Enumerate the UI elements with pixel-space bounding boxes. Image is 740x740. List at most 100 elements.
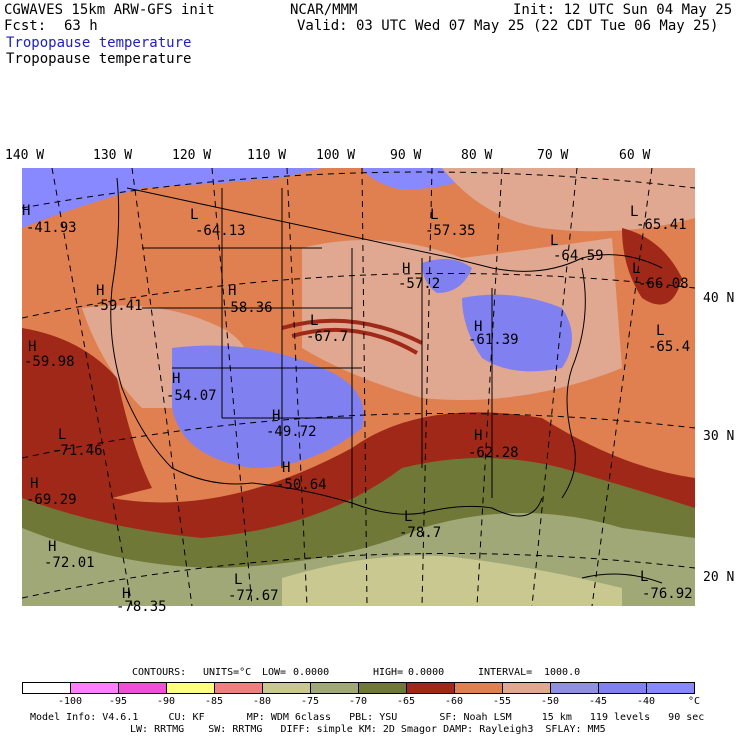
center-label: L <box>190 207 199 223</box>
colorbar-swatch <box>119 683 167 693</box>
center-value: -72.01 <box>44 555 95 571</box>
colorbar-tick: -60 <box>444 696 464 707</box>
center-value: -67.7 <box>306 329 349 345</box>
center-label: H <box>28 339 37 355</box>
colorbar-tick: -100 <box>57 696 83 707</box>
header-fcst-label: Fcst: <box>4 18 47 34</box>
center-label: L <box>630 204 639 220</box>
center-label: H <box>402 261 411 277</box>
colorbar-swatch <box>551 683 599 693</box>
center-value: -41.93 <box>26 220 77 236</box>
center-value: -76.92 <box>642 586 693 602</box>
center-label: H <box>228 283 237 299</box>
longitude-label: 100 W <box>316 148 356 163</box>
center-value: -64.59 <box>553 248 604 264</box>
center-value: -50.64 <box>276 477 327 493</box>
footer-physics: LW: RRTMG SW: RRTMG DIFF: simple KM: 2D … <box>130 724 606 735</box>
center-label: H <box>272 408 281 424</box>
contours-high: HIGH= <box>373 667 404 678</box>
colorbar-tick: -75 <box>300 696 320 707</box>
colorbar-swatch <box>215 683 263 693</box>
colorbar-swatch <box>263 683 311 693</box>
colorbar-swatch <box>455 683 503 693</box>
field-title-blue: Tropopause temperature <box>6 35 192 51</box>
field-blue-north <box>22 168 322 228</box>
longitude-label: 120 W <box>172 148 212 163</box>
center-label: L <box>58 427 67 443</box>
contours-interval: INTERVAL= <box>478 667 533 678</box>
contours-interval-value: 1000.0 <box>544 667 581 678</box>
center-value: -65.41 <box>636 217 687 233</box>
header-init: Init: 12 UTC Sun 04 May 25 <box>513 2 733 18</box>
field-title-black: Tropopause temperature <box>6 51 192 67</box>
center-label: H <box>474 319 483 335</box>
colorbar-tick: -40 <box>636 696 656 707</box>
latitude-label: 30 N <box>703 429 735 444</box>
center-label: L <box>550 233 559 249</box>
colorbar-tick: -45 <box>588 696 608 707</box>
colorbar-swatch <box>407 683 455 693</box>
center-label: L <box>310 313 319 329</box>
center-value: -64.13 <box>195 223 246 239</box>
map-canvas <box>22 168 695 606</box>
contours-low-value: 0.0000 <box>293 667 330 678</box>
colorbar-tick: -55 <box>492 696 512 707</box>
center-value: -59.98 <box>24 354 75 370</box>
center-label: L <box>656 323 665 339</box>
center-value: -58.36 <box>222 300 273 316</box>
center-value: -62.28 <box>468 445 519 461</box>
field-blue-ne <box>462 294 572 372</box>
center-value: -61.39 <box>468 332 519 348</box>
field-pink-north <box>322 168 695 232</box>
center-value: -59.41 <box>92 298 143 314</box>
longitude-label: 70 W <box>537 148 569 163</box>
center-value: -57.35 <box>425 223 476 239</box>
colorbar-tick: -90 <box>156 696 176 707</box>
colorbar <box>22 682 695 694</box>
longitude-label: 110 W <box>247 148 287 163</box>
contours-low: LOW= <box>262 667 287 678</box>
field-blue-lakes <box>422 259 472 293</box>
center-label: L <box>404 509 413 525</box>
center-value: -66.08 <box>638 276 689 292</box>
longitude-label: 80 W <box>461 148 493 163</box>
center-label: H <box>172 371 181 387</box>
colorbar-swatch <box>359 683 407 693</box>
center-value: -78.35 <box>116 599 167 615</box>
colorbar-swatch <box>23 683 71 693</box>
colorbar-tick: -95 <box>108 696 128 707</box>
header-fcst-value: 63 h <box>64 18 98 34</box>
center-value: -49.72 <box>266 424 317 440</box>
colorbar-swatch <box>599 683 647 693</box>
header-valid: Valid: 03 UTC Wed 07 May 25 (22 CDT Tue … <box>297 18 719 34</box>
center-label: H <box>282 460 291 476</box>
latitude-label: 20 N <box>703 570 735 585</box>
header-model: CGWAVES 15km ARW-GFS init <box>4 2 215 18</box>
colorbar-tick: -50 <box>540 696 560 707</box>
center-value: -54.07 <box>166 388 217 404</box>
footer-model-info: Model Info: V4.6.1 CU: KF MP: WDM 6class… <box>30 712 705 723</box>
field-blue-southwest <box>172 345 364 468</box>
center-label: H <box>22 203 31 219</box>
center-value: -65.4 <box>648 339 691 355</box>
center-label: L <box>632 261 641 277</box>
coastlines-borders <box>110 177 663 584</box>
colorbar-tick: -85 <box>204 696 224 707</box>
contours-label: CONTOURS: <box>132 667 187 678</box>
center-value: -77.67 <box>228 588 279 604</box>
center-label: H <box>474 428 483 444</box>
longitude-label: 130 W <box>93 148 133 163</box>
colorbar-tick: °C <box>687 696 701 707</box>
field-darkred-ne <box>622 228 682 305</box>
header-org: NCAR/MMM <box>290 2 358 18</box>
center-label: L <box>430 207 439 223</box>
colorbar-swatch <box>503 683 551 693</box>
center-label: H <box>96 283 105 299</box>
center-label: L <box>234 572 243 588</box>
longitude-label: 140 W <box>5 148 45 163</box>
center-label: H <box>48 539 57 555</box>
colorbar-swatch <box>71 683 119 693</box>
center-value: -78.7 <box>399 525 442 541</box>
center-label: H <box>30 476 39 492</box>
colorbar-swatch <box>647 683 694 693</box>
